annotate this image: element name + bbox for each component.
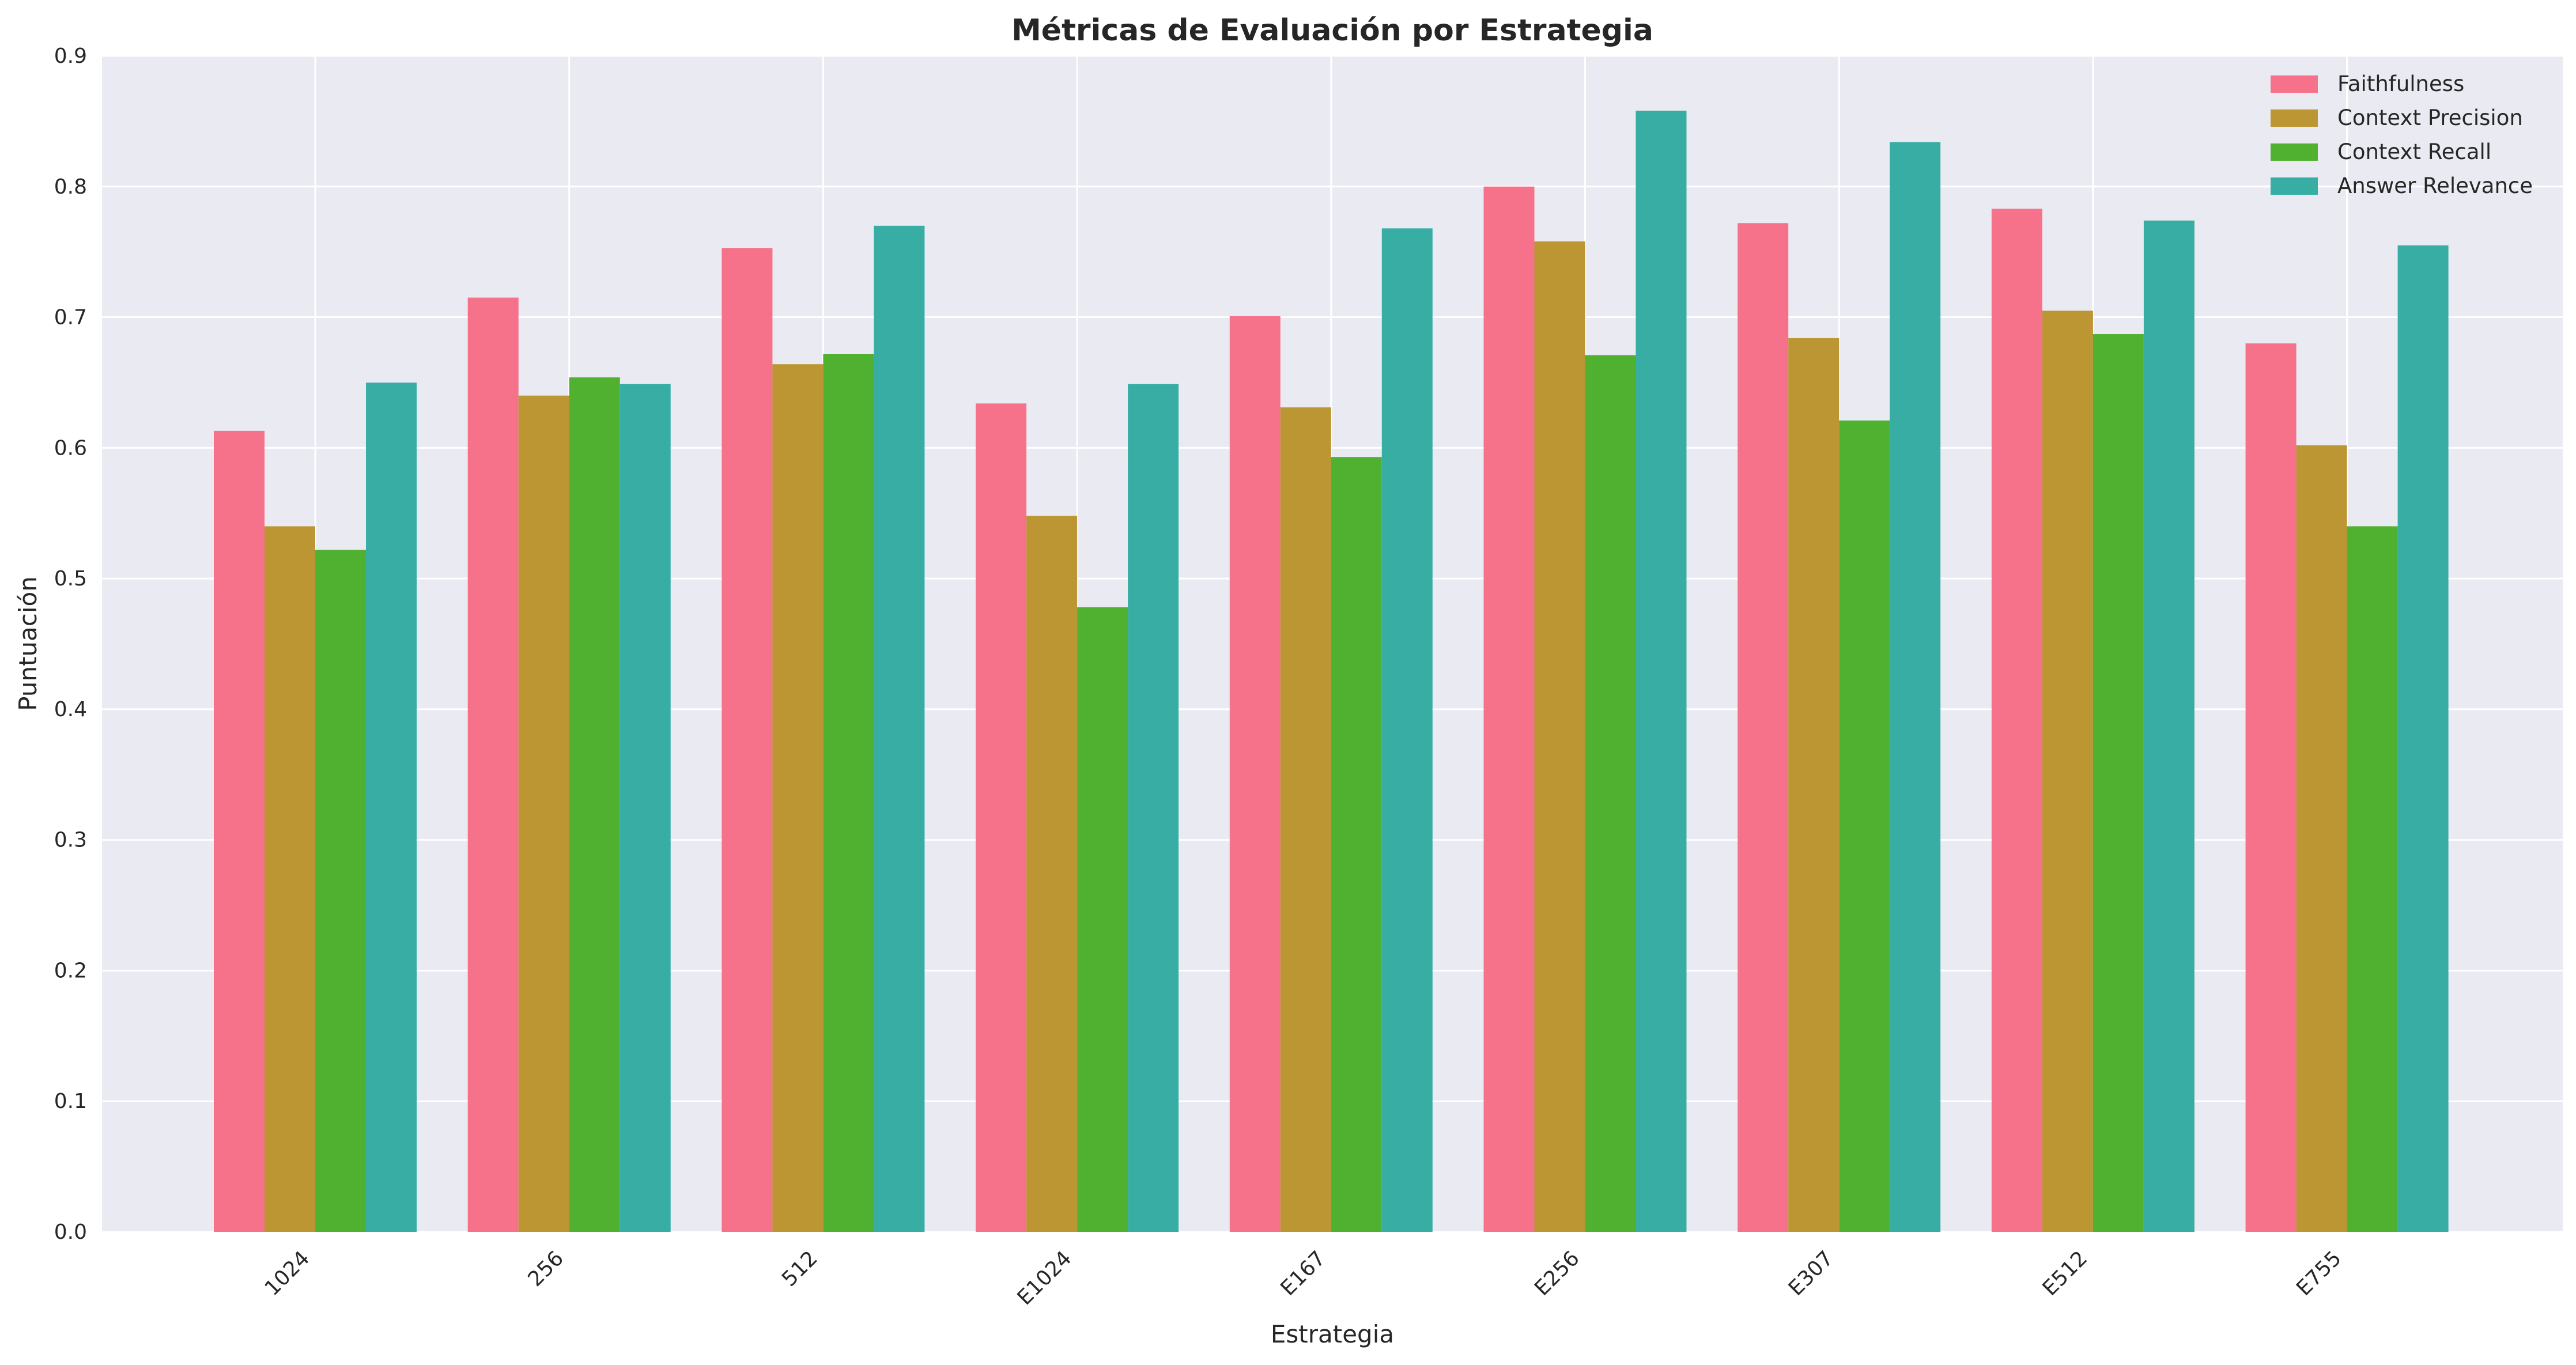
x-tick-label: 1024 xyxy=(260,1246,315,1300)
bar xyxy=(1077,607,1128,1232)
bar xyxy=(1839,420,1890,1232)
y-tick-label: 0.8 xyxy=(54,175,87,199)
legend-label: Answer Relevance xyxy=(2337,173,2533,198)
bar xyxy=(1890,142,1941,1232)
bar xyxy=(2296,445,2347,1232)
legend-swatch xyxy=(2271,75,2318,93)
legend-swatch xyxy=(2271,177,2318,195)
bar xyxy=(1128,384,1179,1232)
x-tick-label: E512 xyxy=(2038,1246,2092,1300)
bar xyxy=(1381,228,1433,1232)
legend-label: Context Precision xyxy=(2337,105,2523,130)
x-tick-label: E167 xyxy=(1276,1246,1330,1300)
bar xyxy=(1483,186,1535,1232)
bar xyxy=(2143,220,2194,1232)
bar xyxy=(1788,338,1840,1232)
legend: Faithfulness Context Precision Context Rec… xyxy=(2271,71,2533,198)
chart-title: Métricas de Evaluación por Estrategia xyxy=(1011,13,1653,48)
y-tick-label: 0.5 xyxy=(54,567,87,591)
x-tick-label: E755 xyxy=(2292,1246,2346,1300)
y-axis-label: Puntuación xyxy=(14,576,42,711)
bar xyxy=(569,377,620,1232)
x-tick-label: E307 xyxy=(1784,1246,1838,1300)
bar xyxy=(1229,316,1281,1232)
bar xyxy=(214,430,265,1232)
bar xyxy=(2347,526,2398,1232)
bar xyxy=(1331,457,1382,1232)
bar xyxy=(874,225,925,1232)
bar xyxy=(1280,407,1331,1232)
y-tick-label: 0.1 xyxy=(54,1090,87,1113)
legend-label: Faithfulness xyxy=(2337,71,2464,96)
y-tick-label: 0.9 xyxy=(54,44,87,68)
bar xyxy=(1636,111,1687,1232)
bar xyxy=(1991,209,2042,1232)
bar xyxy=(1534,241,1585,1232)
bar xyxy=(518,395,569,1232)
bar xyxy=(1026,516,1078,1232)
y-tick-label: 0.6 xyxy=(54,436,87,460)
bars xyxy=(214,111,2449,1232)
legend-swatch xyxy=(2271,109,2318,127)
bar xyxy=(620,384,671,1232)
y-tick-label: 0.2 xyxy=(54,959,87,982)
legend-label: Context Recall xyxy=(2337,139,2491,164)
bar xyxy=(722,248,773,1232)
y-tick-label: 0.4 xyxy=(54,698,87,721)
y-tick-label: 0.7 xyxy=(54,306,87,330)
bar xyxy=(2042,311,2093,1232)
x-tick-label: 512 xyxy=(777,1246,822,1291)
bar xyxy=(366,382,417,1232)
legend-swatch xyxy=(2271,143,2318,161)
bar xyxy=(1738,223,1789,1232)
bar xyxy=(315,550,366,1232)
x-tick-label: E1024 xyxy=(1013,1246,1077,1310)
y-tick-labels: 0.0 0.1 0.2 0.3 0.4 0.5 0.6 0.7 0.8 0.9 xyxy=(54,44,87,1244)
bar xyxy=(976,403,1027,1232)
y-tick-label: 0.3 xyxy=(54,829,87,852)
bar xyxy=(772,364,824,1232)
bar xyxy=(2092,334,2144,1232)
x-tick-label: 256 xyxy=(523,1246,568,1291)
bar xyxy=(265,526,315,1232)
x-tick-labels: 1024 256 512 E1024 E167 E256 E307 E512 E755 xyxy=(260,1246,2346,1310)
bar xyxy=(1585,355,1636,1232)
x-tick-label: E256 xyxy=(1530,1246,1584,1300)
y-tick-label: 0.0 xyxy=(54,1220,87,1244)
bar xyxy=(823,354,874,1232)
bar xyxy=(2397,245,2449,1232)
x-axis-label: Estrategia xyxy=(1271,1320,1394,1348)
bar xyxy=(467,297,519,1232)
bar xyxy=(2245,343,2297,1232)
